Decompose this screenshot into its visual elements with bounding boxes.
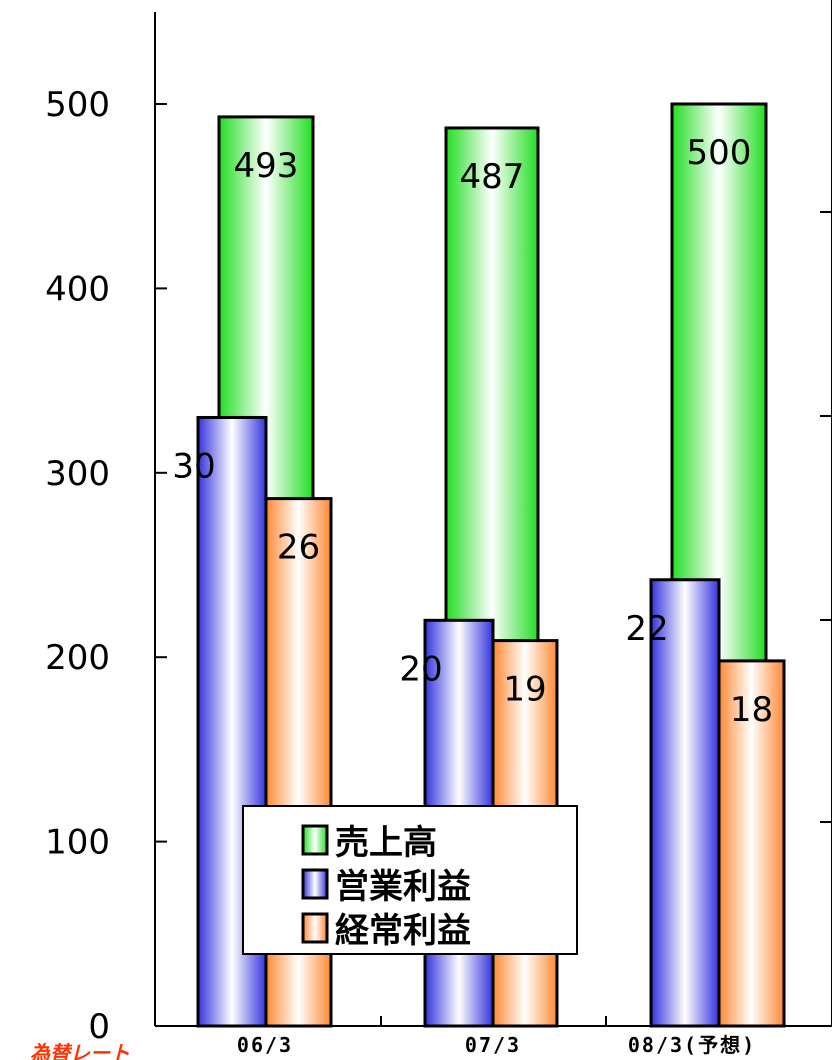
legend-swatch-ordinary-profit bbox=[301, 912, 329, 944]
legend-label-ordinary-profit: 経常利益 bbox=[335, 911, 471, 951]
data-label-ordinary-profit: 18 bbox=[730, 690, 773, 730]
data-label-operating-profit: 20 bbox=[399, 649, 442, 689]
bar-ordinary-profit bbox=[717, 659, 786, 1028]
y-tick-label: 300 bbox=[45, 454, 110, 494]
data-label-operating-profit: 22 bbox=[625, 609, 668, 649]
data-label-sales: 487 bbox=[460, 157, 525, 197]
x-ticks bbox=[380, 1016, 607, 1026]
y-tick-label: 400 bbox=[45, 269, 110, 309]
data-label-operating-profit: 30 bbox=[172, 446, 215, 486]
y-ticks: 0 100 200 300 400 500 bbox=[45, 85, 167, 1047]
y-tick-label: 100 bbox=[45, 823, 110, 863]
data-labels: 493 487 500 30 20 22 26 19 18 bbox=[172, 133, 773, 730]
y-tick-label: 500 bbox=[45, 85, 110, 125]
data-label-sales: 493 bbox=[234, 146, 299, 186]
legend-label-sales: 売上高 bbox=[335, 823, 437, 863]
x-category-label: 08/3(予想) bbox=[628, 1033, 756, 1057]
legend-label-operating-profit: 営業利益 bbox=[335, 867, 471, 907]
legend-box bbox=[242, 805, 578, 955]
footnote-text: 為替レート bbox=[30, 1041, 130, 1060]
y-tick-label: 200 bbox=[45, 638, 110, 678]
legend-swatch-operating-profit bbox=[301, 868, 329, 900]
data-label-sales: 500 bbox=[687, 133, 752, 173]
right-axis-ticks bbox=[820, 211, 832, 823]
x-category-label: 06/3 bbox=[237, 1033, 293, 1057]
x-category-label: 07/3 bbox=[465, 1033, 521, 1057]
y-tick-label: 0 bbox=[88, 1007, 110, 1047]
category-labels: 06/3 07/3 08/3(予想) bbox=[237, 1033, 756, 1057]
data-label-ordinary-profit: 26 bbox=[277, 528, 320, 568]
data-label-ordinary-profit: 19 bbox=[503, 670, 546, 710]
legend-swatch-sales bbox=[301, 824, 329, 856]
